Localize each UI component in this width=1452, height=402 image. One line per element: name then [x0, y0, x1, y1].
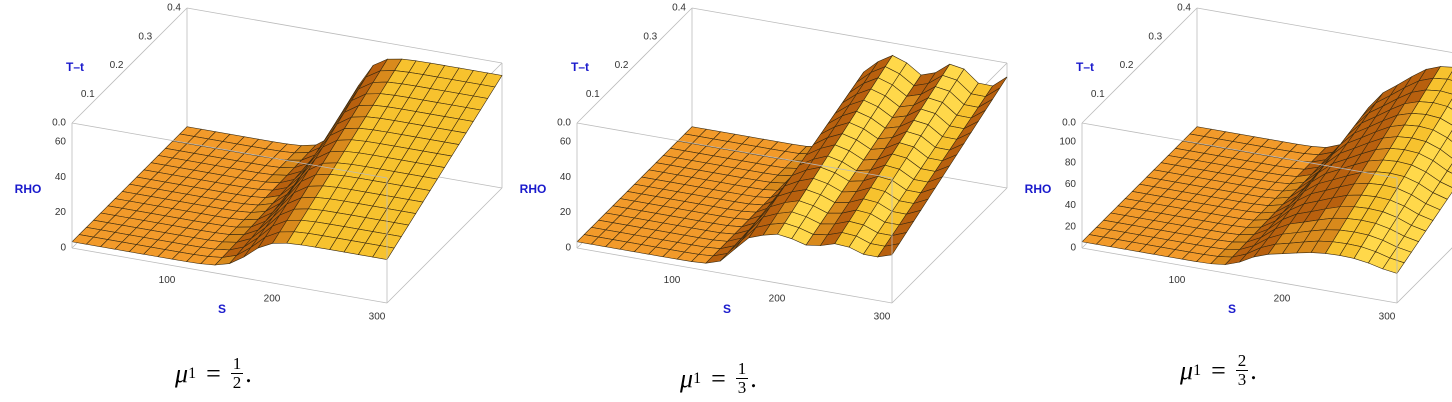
- s-tick-label: 300: [369, 312, 386, 323]
- surface-patch: [372, 245, 395, 260]
- s-tick-label: 100: [1169, 275, 1186, 286]
- plot-panel: 100 200 300 0 20 40 60 80 100 0.0 0.1 0.2 0.3 0.4 RHO T…: [1025, 3, 1452, 323]
- plot-panel: 100 200 300 0 20 40 60 0.0 0.1 0.2 0.3 0.4 RHO T–t S: [15, 3, 503, 323]
- symbol: μ: [1180, 355, 1194, 385]
- box-edge: [71, 7, 188, 124]
- end: .: [750, 363, 757, 393]
- box-edge: [186, 7, 503, 64]
- caption: μ 1 = 1 2.: [175, 355, 252, 392]
- t-tick-label: 0.0: [557, 118, 571, 129]
- axis-label: T–t: [571, 60, 589, 74]
- axis-label: RHO: [1025, 182, 1052, 196]
- symbol: μ: [680, 363, 694, 393]
- t-tick-label: 0.3: [1148, 31, 1162, 42]
- denominator: 2: [232, 373, 242, 392]
- surface-patch: [877, 243, 900, 258]
- s-tick-label: 100: [664, 275, 681, 286]
- axis-label: S: [723, 302, 731, 316]
- axis-label: RHO: [15, 182, 42, 196]
- axis-label: T–t: [66, 60, 84, 74]
- t-tick-label: 0.0: [52, 118, 66, 129]
- rho-tick-label: 0: [60, 243, 66, 254]
- rho-tick-label: 60: [560, 136, 572, 147]
- s-tick-label: 300: [874, 312, 891, 323]
- box-edge: [891, 187, 1008, 304]
- rho-tick-label: 20: [55, 207, 67, 218]
- subscript: 1: [188, 364, 197, 382]
- t-tick-label: 0.4: [167, 3, 181, 14]
- t-tick-label: 0.2: [615, 60, 629, 71]
- numerator: 1: [735, 359, 749, 379]
- box-edge: [576, 7, 693, 124]
- numerator: 1: [230, 354, 244, 374]
- t-tick-label: 0.2: [110, 60, 124, 71]
- relation: =: [711, 363, 726, 393]
- box-edge: [386, 187, 503, 304]
- t-tick-label: 0.4: [672, 3, 686, 14]
- t-tick-label: 0.4: [1177, 3, 1191, 14]
- s-tick-label: 300: [1379, 312, 1396, 323]
- t-tick-label: 0.1: [1091, 89, 1105, 100]
- relation: =: [206, 358, 221, 388]
- t-tick-label: 0.1: [586, 89, 600, 100]
- box-edge: [691, 7, 1008, 64]
- numerator: 2: [1235, 351, 1249, 371]
- rho-tick-label: 40: [560, 172, 572, 183]
- rho-tick-label: 40: [1065, 200, 1077, 211]
- t-tick-label: 0.3: [138, 31, 152, 42]
- surface-patch: [1447, 71, 1452, 81]
- rho-tick-label: 0: [1070, 243, 1076, 254]
- rho-tick-label: 60: [1065, 179, 1077, 190]
- box-edge: [1081, 7, 1198, 124]
- symbol: μ: [175, 358, 189, 388]
- caption: μ 1 = 1 3.: [680, 360, 757, 397]
- t-tick-label: 0.1: [81, 89, 95, 100]
- box-edge: [71, 122, 388, 179]
- box-edge: [576, 122, 893, 179]
- axis-label: RHO: [520, 182, 547, 196]
- denominator: 3: [737, 378, 747, 397]
- subscript: 1: [1193, 361, 1202, 379]
- rho-tick-label: 20: [560, 207, 572, 218]
- t-tick-label: 0.2: [1120, 60, 1134, 71]
- rho-tick-label: 40: [55, 172, 67, 183]
- s-tick-label: 100: [159, 275, 176, 286]
- s-tick-label: 200: [1274, 293, 1291, 304]
- rho-tick-label: 80: [1065, 158, 1077, 169]
- relation: =: [1211, 355, 1226, 385]
- rho-tick-label: 60: [55, 136, 67, 147]
- surface-patch: [1446, 163, 1452, 174]
- surface-patch: [1447, 98, 1452, 110]
- surface-patch: [1382, 257, 1405, 274]
- box-edge: [1396, 247, 1452, 304]
- caption: μ 1 = 2 3.: [1180, 352, 1257, 389]
- end: .: [245, 358, 252, 388]
- box-edge: [71, 247, 388, 304]
- s-tick-label: 200: [769, 293, 786, 304]
- axis-label: S: [218, 302, 226, 316]
- rho-tick-label: 0: [565, 243, 571, 254]
- denominator: 3: [1237, 370, 1247, 389]
- box-edge: [1081, 122, 1398, 179]
- axis-label: T–t: [1076, 60, 1094, 74]
- rho-tick-label: 100: [1059, 136, 1076, 147]
- box-edge: [576, 247, 893, 304]
- rho-tick-label: 20: [1065, 221, 1077, 232]
- box-edge: [1081, 247, 1398, 304]
- plot-panel: 100 200 300 0 20 40 60 0.0 0.1 0.2 0.3 0.4 RHO T–t S: [520, 3, 1008, 323]
- s-tick-label: 200: [264, 293, 281, 304]
- end: .: [1250, 355, 1257, 385]
- t-tick-label: 0.3: [643, 31, 657, 42]
- subscript: 1: [693, 369, 702, 387]
- box-edge: [1196, 7, 1452, 53]
- axis-label: S: [1228, 302, 1236, 316]
- t-tick-label: 0.0: [1062, 118, 1076, 129]
